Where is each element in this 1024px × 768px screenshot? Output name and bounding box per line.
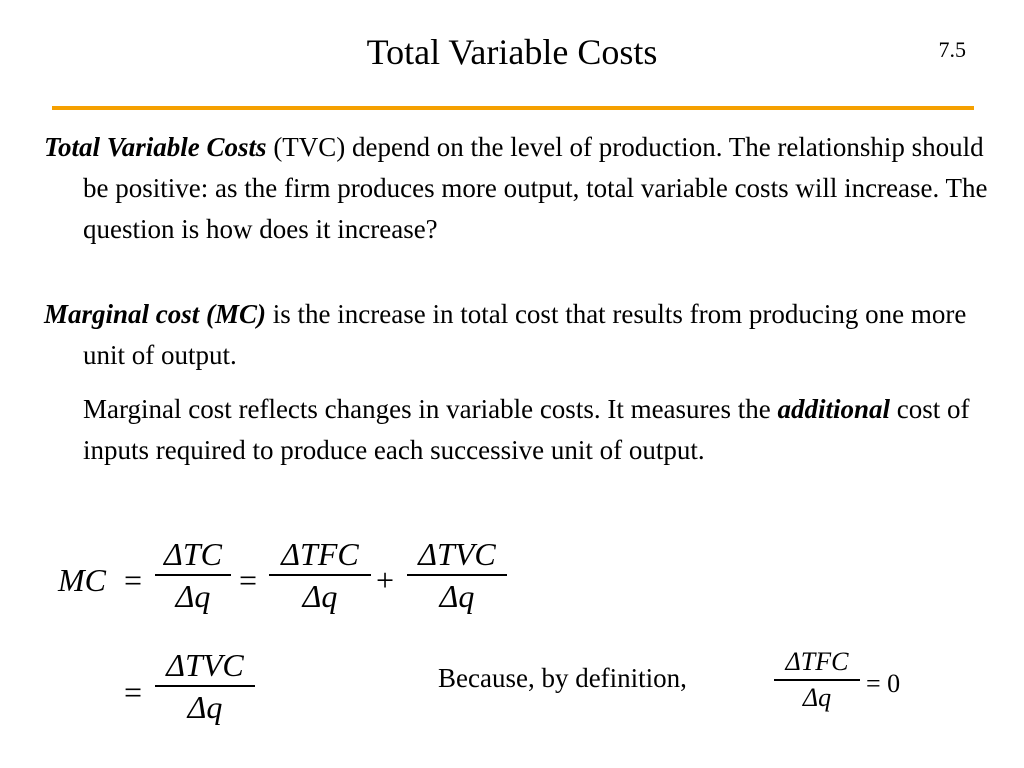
- paragraph-text: cost of inputs required to produce each …: [83, 394, 970, 465]
- fraction-delta-tfc-over-delta-q: ΔTFC Δq: [774, 649, 860, 711]
- eq-mc-symbol: MC: [58, 562, 106, 598]
- fraction-bar: [269, 574, 371, 576]
- emphasis-additional: additional: [777, 394, 891, 424]
- numerator: ΔTFC: [281, 536, 359, 572]
- slide-title: Total Variable Costs: [366, 32, 658, 72]
- eq-equals-sign: =: [124, 562, 143, 598]
- numerator: ΔTVC: [418, 536, 496, 572]
- eq-plus-sign: +: [376, 562, 395, 598]
- fraction-bar: [407, 574, 507, 576]
- fraction-delta-tvc-over-delta-q: ΔTVC Δq: [407, 538, 507, 612]
- denominator: Δq: [175, 578, 211, 614]
- term-marginal-cost: Marginal cost (MC): [44, 299, 267, 329]
- numerator: ΔTC: [164, 536, 222, 572]
- paragraph-text: Marginal cost reflects changes in variab…: [83, 394, 778, 424]
- fraction-bar: [774, 679, 860, 681]
- fraction-bar: [155, 685, 255, 687]
- because-text: Because, by definition,: [438, 663, 687, 693]
- denominator: Δq: [802, 683, 832, 712]
- title-divider: [52, 106, 974, 110]
- slide-number: 7.5: [938, 37, 967, 62]
- paragraph-marginal-cost: Marginal cost (MC) is the increase in to…: [44, 294, 994, 376]
- paragraph-text: is the increase in total cost that resul…: [83, 299, 967, 370]
- paragraph-marginal-cost-detail: Marginal cost reflects changes in variab…: [83, 389, 988, 471]
- eq-equals-zero: = 0: [866, 669, 901, 698]
- fraction-delta-tvc-over-delta-q: ΔTVC Δq: [155, 649, 255, 723]
- denominator: Δq: [187, 689, 223, 725]
- paragraph-text: (TVC) depend on the level of production.…: [83, 132, 988, 244]
- eq-equals-sign: =: [239, 562, 258, 598]
- eq-equals-sign: =: [124, 674, 143, 710]
- fraction-bar: [155, 574, 231, 576]
- denominator: Δq: [439, 578, 475, 614]
- paragraph-total-variable-costs: Total Variable Costs (TVC) depend on the…: [44, 127, 994, 250]
- denominator: Δq: [302, 578, 338, 614]
- term-total-variable-costs: Total Variable Costs: [44, 132, 267, 162]
- fraction-delta-tc-over-delta-q: ΔTC Δq: [155, 538, 231, 612]
- numerator: ΔTFC: [785, 647, 849, 676]
- fraction-delta-tfc-over-delta-q: ΔTFC Δq: [269, 538, 371, 612]
- numerator: ΔTVC: [166, 647, 244, 683]
